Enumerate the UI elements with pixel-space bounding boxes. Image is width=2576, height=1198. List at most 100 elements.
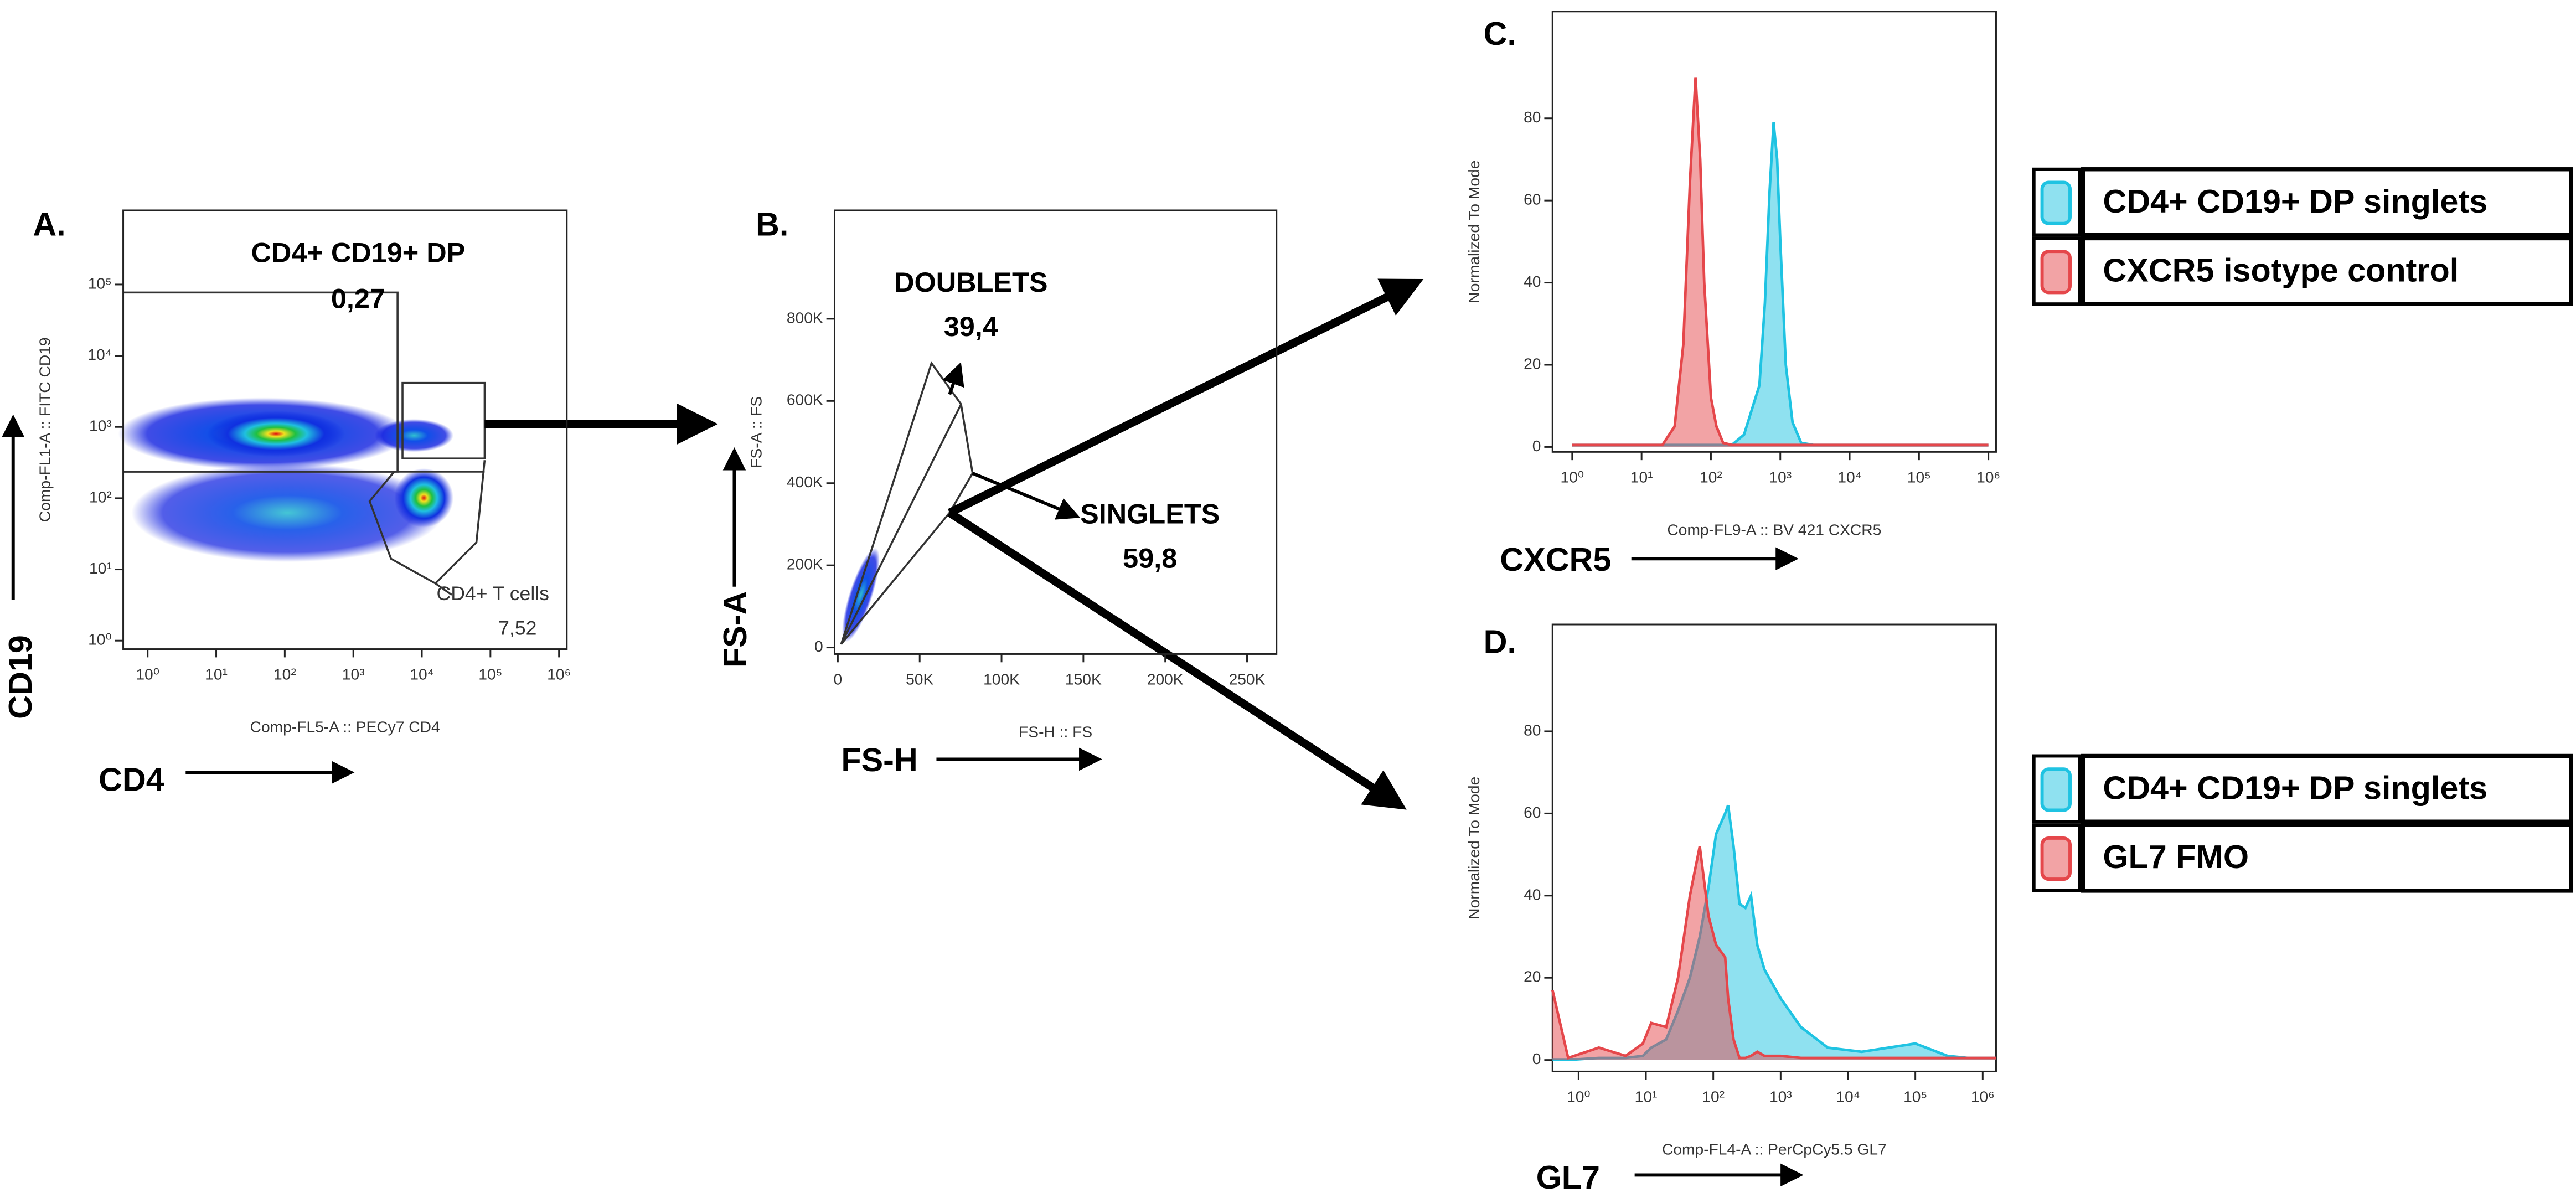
gate-percent: 59,8 [1123,543,1177,574]
x-tick-label: 10⁵ [1907,468,1931,486]
y-tick-label: 10⁰ [88,631,112,648]
y-tick-label: 0 [1532,437,1541,455]
series-line [1572,77,1989,447]
x-tick-label: 10⁴ [410,665,433,683]
y-tick-label: 40 [1524,885,1541,903]
x-tick-label: 10² [1700,468,1722,486]
gate-name: DOUBLETS [894,266,1047,298]
y-tick-label: 10⁵ [88,274,112,292]
legend-label: GL7 FMO [2103,838,2249,875]
x-tick-label: 10⁴ [1837,468,1861,486]
area-fill [1572,122,1989,447]
legend-swatch [2040,180,2072,225]
x-tick-label: 200K [1147,670,1184,688]
legend-entry-frame [2081,823,2573,893]
y-tick-label: 40 [1524,272,1541,290]
y-tick-label: 80 [1524,721,1541,739]
panel-label: D. [1484,623,1516,660]
x-marker-label: GL7 [1536,1159,1600,1196]
y-tick-label: 20 [1524,354,1541,372]
x-tick-label: 10⁶ [1976,468,2000,486]
x-marker-label: CD4 [99,761,164,798]
x-tick-label: 10³ [1769,1087,1792,1105]
y-marker-label: CD19 [2,635,39,719]
x-tick-label: 10⁶ [1971,1087,1995,1105]
x-tick-label: 250K [1229,670,1266,688]
x-tick-label: 10³ [342,665,365,683]
y-axis-label: Comp-FL1-A :: FITC CD19 [36,337,54,522]
gate-percent: 0,27 [331,283,385,314]
legend-entry-frame [2081,236,2573,306]
y-tick-label: 60 [1524,803,1541,821]
x-tick-label: 10² [1702,1087,1725,1105]
y-tick-label: 0 [814,637,823,655]
flow-arrows [484,278,1424,810]
x-axis-label: Comp-FL4-A :: PerCpCy5.5 GL7 [1662,1140,1887,1158]
gate-name: CD4+ CD19+ DP [251,236,466,268]
panel-label: B. [756,205,788,242]
legend-swatch [2040,767,2072,812]
panel-label: C. [1484,15,1516,52]
y-tick-label: 10¹ [89,559,112,577]
x-tick-label: 10⁵ [1903,1087,1927,1105]
series-line [1551,846,1996,1060]
y-tick-label: 800K [787,308,823,326]
x-tick-label: 10⁵ [478,665,502,683]
y-marker-label: FS-A [716,591,753,668]
legend-swatch [2040,250,2072,295]
x-tick-label: 10¹ [1630,468,1653,486]
x-axis-label: Comp-FL9-A :: BV 421 CXCR5 [1667,520,1881,538]
x-marker-label: FS-H [841,741,917,778]
x-axis-label: FS-H :: FS [1019,722,1092,740]
gate-percent: 39,4 [944,311,998,342]
y-tick-label: 60 [1524,190,1541,208]
x-marker-label: CXCR5 [1500,541,1611,578]
y-tick-label: 400K [787,473,823,490]
gate-name: CD4+ T cells [436,582,549,605]
legend-entry-frame [2081,753,2573,824]
panel-label: A. [33,205,65,242]
density-cloud [118,397,880,642]
legend-label: CD4+ CD19+ DP singlets [2103,769,2487,806]
x-tick-label: 10³ [1769,468,1792,486]
legend-label: CD4+ CD19+ DP singlets [2103,183,2487,220]
plot-frame [1551,623,1997,1072]
x-tick-label: 50K [906,670,933,688]
x-tick-label: 10⁰ [136,665,159,683]
plot-frame [1551,11,1997,453]
y-tick-label: 200K [787,555,823,573]
x-tick-label: 10⁰ [1567,1087,1591,1105]
y-tick-label: 0 [1532,1050,1541,1067]
x-tick-label: 100K [983,670,1020,688]
y-axis-label: FS-A :: FS [747,396,765,468]
x-tick-label: 10⁴ [1836,1087,1860,1105]
y-tick-label: 20 [1524,968,1541,985]
y-tick-label: 80 [1524,108,1541,126]
y-axis-label: Normalized To Mode [1465,777,1483,920]
y-tick-label: 10³ [89,417,112,435]
y-tick-label: 600K [787,391,823,409]
legend-entry-frame [2081,167,2573,237]
area-fill [1552,805,1996,1060]
x-tick-label: 10⁶ [547,665,571,683]
plot-frame [833,209,1278,655]
gate-pointers [942,362,1081,520]
gate-percent: 7,52 [498,617,536,639]
legend-swatch [2040,836,2072,881]
y-tick-label: 10² [89,488,112,505]
y-axis-label: Normalized To Mode [1465,161,1483,303]
x-tick-label: 10² [273,665,296,683]
x-tick-label: 150K [1065,670,1102,688]
plot-frame [122,209,568,650]
x-axis-label: Comp-FL5-A :: PECy7 CD4 [250,717,440,735]
x-tick-label: 10⁰ [1561,468,1584,486]
x-tick-label: 0 [834,670,843,688]
gates [123,291,974,645]
y-tick-label: 10⁴ [87,345,111,363]
gate-name: SINGLETS [1080,498,1220,529]
x-tick-label: 10¹ [205,665,228,683]
x-tick-label: 10¹ [1635,1087,1658,1105]
legend-label: CXCR5 isotype control [2103,251,2459,288]
